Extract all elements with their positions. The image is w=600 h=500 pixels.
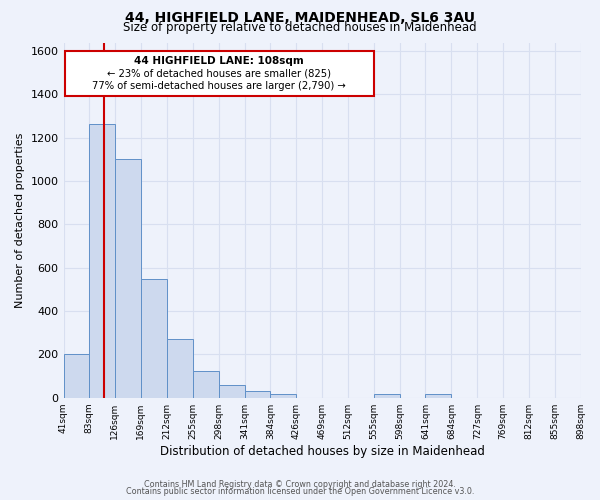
Bar [167,339,193,398]
Bar [89,124,115,398]
Bar [245,391,271,398]
X-axis label: Distribution of detached houses by size in Maidenhead: Distribution of detached houses by size … [160,444,484,458]
Text: Contains public sector information licensed under the Open Government Licence v3: Contains public sector information licen… [126,487,474,496]
Bar [64,354,89,398]
Y-axis label: Number of detached properties: Number of detached properties [15,132,25,308]
Bar [141,278,167,398]
Bar [115,160,141,398]
Text: 44 HIGHFIELD LANE: 108sqm: 44 HIGHFIELD LANE: 108sqm [134,56,304,66]
Bar [218,384,245,398]
FancyBboxPatch shape [65,51,374,96]
Text: Contains HM Land Registry data © Crown copyright and database right 2024.: Contains HM Land Registry data © Crown c… [144,480,456,489]
Text: ← 23% of detached houses are smaller (825): ← 23% of detached houses are smaller (82… [107,68,331,78]
Bar [271,394,296,398]
Bar [193,370,218,398]
Bar [425,394,451,398]
Bar [374,394,400,398]
Text: Size of property relative to detached houses in Maidenhead: Size of property relative to detached ho… [123,22,477,35]
Text: 77% of semi-detached houses are larger (2,790) →: 77% of semi-detached houses are larger (… [92,81,346,91]
Text: 44, HIGHFIELD LANE, MAIDENHEAD, SL6 3AU: 44, HIGHFIELD LANE, MAIDENHEAD, SL6 3AU [125,11,475,25]
